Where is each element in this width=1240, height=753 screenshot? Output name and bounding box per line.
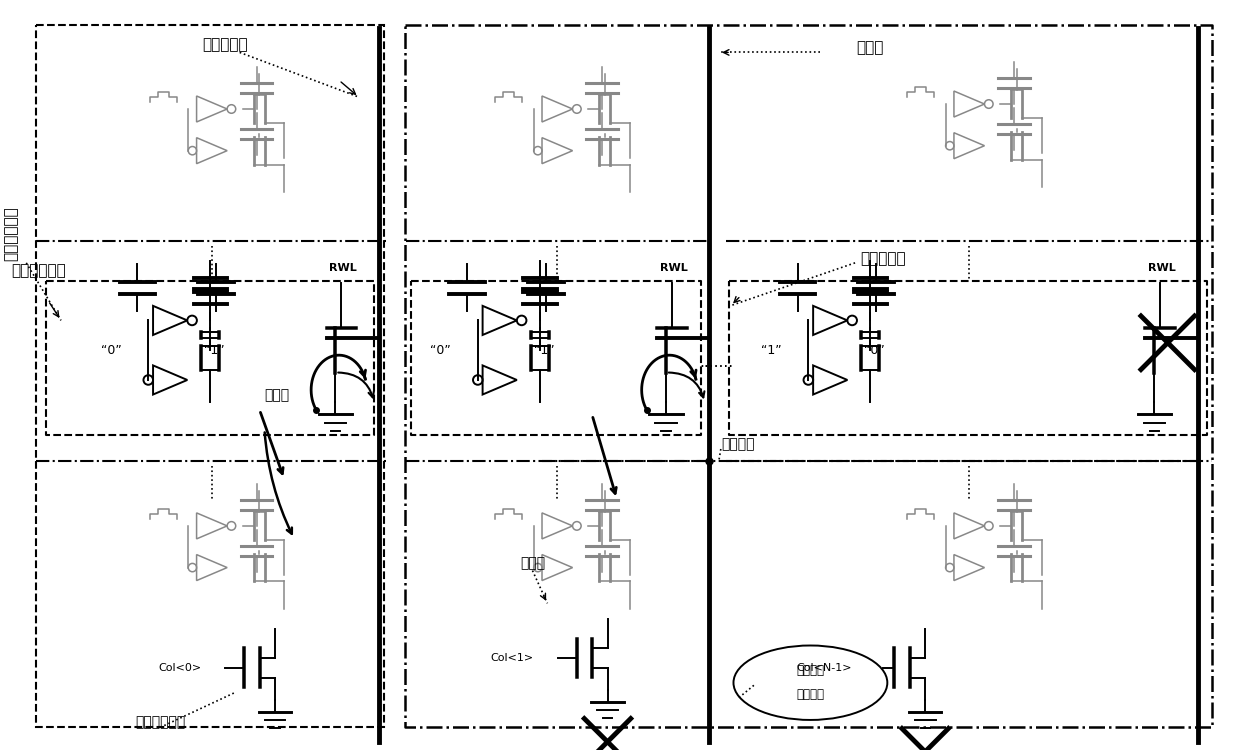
Text: 正常读写单元: 正常读写单元 [4, 206, 19, 261]
Text: 正常读写单元: 正常读写单元 [11, 264, 66, 279]
Text: Col<N-1>: Col<N-1> [796, 663, 852, 673]
Text: 局部读位线: 局部读位线 [202, 37, 248, 52]
Text: “0”: “0” [864, 343, 885, 357]
Text: Col<0>: Col<0> [159, 663, 201, 673]
Text: “1”: “1” [761, 343, 781, 357]
Text: 子模块: 子模块 [857, 40, 884, 55]
Text: Col<1>: Col<1> [491, 653, 534, 663]
Text: “0”: “0” [430, 343, 451, 357]
Text: RWL: RWL [660, 264, 687, 273]
Text: 读电流: 读电流 [264, 388, 290, 402]
Text: “1”: “1” [534, 343, 554, 357]
Text: “1”: “1” [205, 343, 226, 357]
Text: RWL: RWL [1148, 264, 1176, 273]
Text: “0”: “0” [100, 343, 122, 357]
Text: 驱动管: 驱动管 [520, 556, 546, 571]
Text: 受干扰单元: 受干扰单元 [861, 252, 905, 267]
Text: 放电回路: 放电回路 [796, 688, 825, 701]
Text: 无法形成: 无法形成 [796, 664, 825, 677]
Text: 地线控制开关: 地线控制开关 [135, 715, 186, 730]
Text: RWL: RWL [329, 264, 357, 273]
Text: .......: ....... [699, 355, 733, 370]
Text: 虚拟地线: 虚拟地线 [722, 437, 755, 452]
